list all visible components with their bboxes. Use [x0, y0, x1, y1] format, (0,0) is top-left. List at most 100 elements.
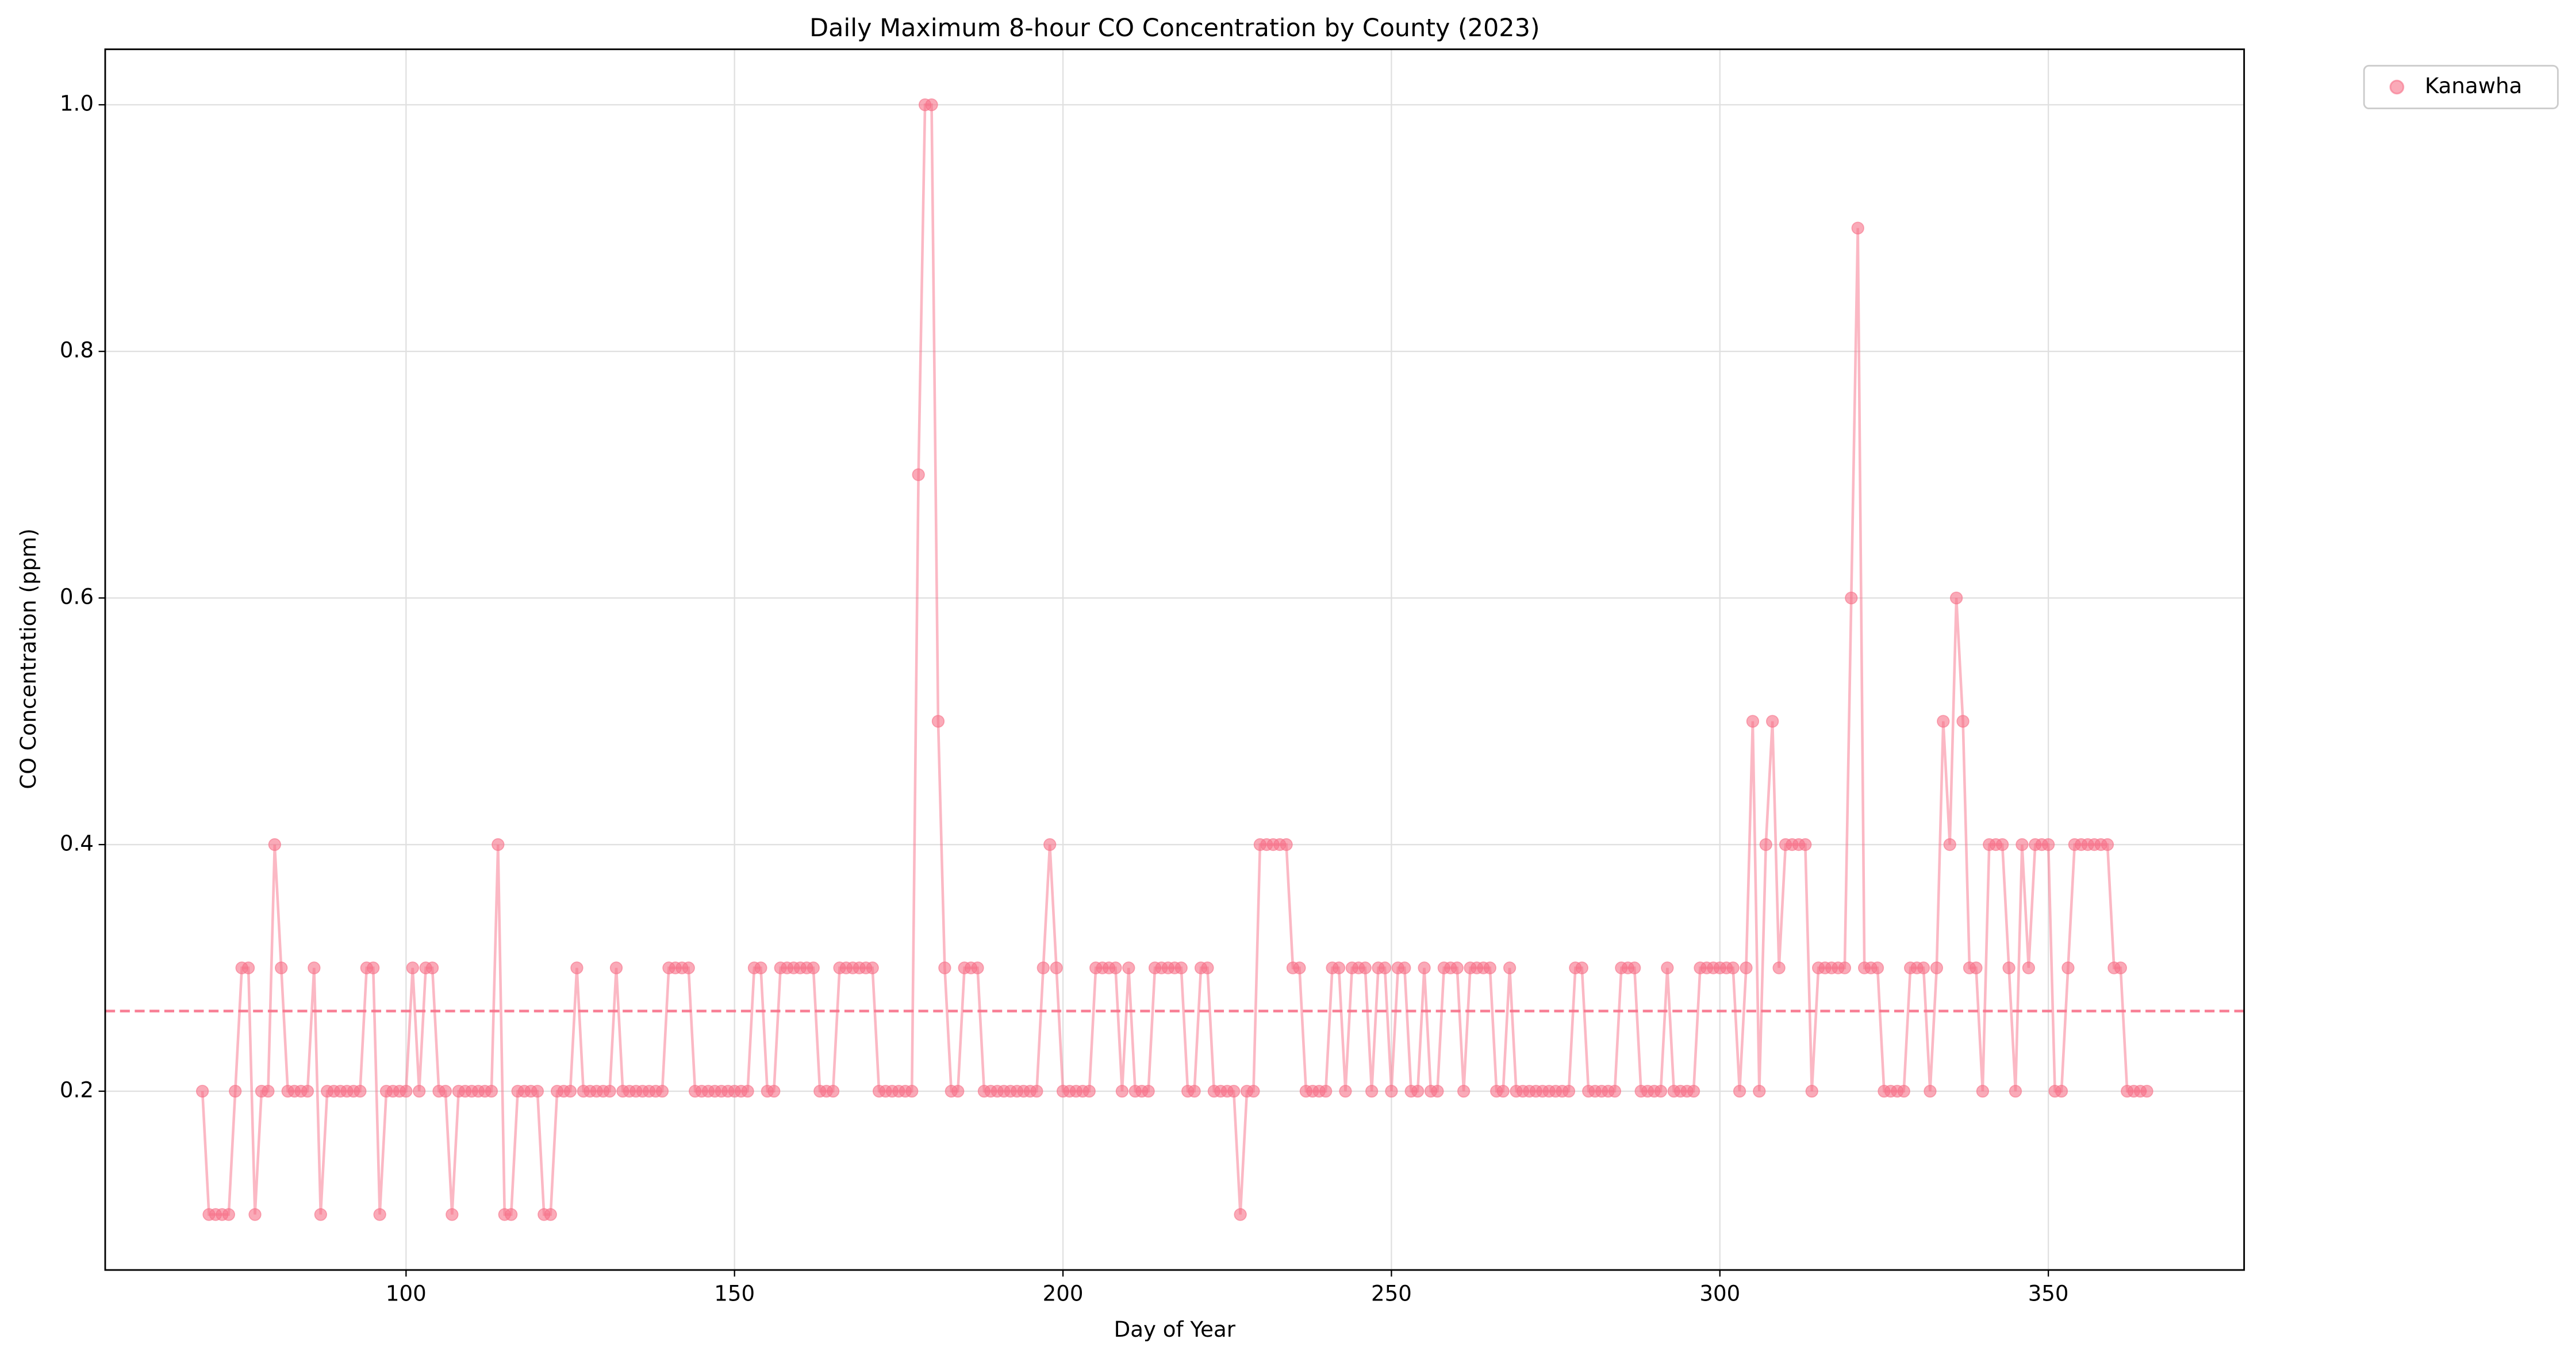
data-point [1280, 838, 1293, 851]
data-point [1030, 1084, 1043, 1098]
data-point [1937, 715, 1950, 728]
data-point [413, 1084, 426, 1098]
data-point [275, 961, 288, 974]
data-point [446, 1208, 459, 1221]
data-point [2140, 1084, 2153, 1098]
data-point [248, 1208, 262, 1221]
data-point [1082, 1084, 1096, 1098]
data-point [1766, 715, 1779, 728]
data-point [1851, 221, 1864, 235]
y-tick-label: 0.2 [60, 1077, 94, 1102]
data-point [1431, 1084, 1444, 1098]
data-point [1661, 961, 1674, 974]
data-point [229, 1084, 242, 1098]
legend-marker [2389, 79, 2405, 95]
data-point [1759, 838, 1772, 851]
data-point [1332, 961, 1346, 974]
data-point [1930, 961, 1944, 974]
data-point [2041, 838, 2055, 851]
data-point [400, 1084, 413, 1098]
data-point [1733, 1084, 1746, 1098]
data-point [425, 961, 439, 974]
data-point [1457, 1084, 1471, 1098]
data-point [262, 1084, 275, 1098]
data-point [1575, 961, 1588, 974]
data-point [1293, 961, 1306, 974]
data-point [1687, 1084, 1700, 1098]
data-point [1115, 1084, 1129, 1098]
data-point [1950, 591, 1963, 605]
data-point [1805, 1084, 1818, 1098]
data-point [1970, 961, 1983, 974]
data-point [354, 1084, 367, 1098]
data-point [1496, 1084, 1510, 1098]
data-point [1378, 961, 1392, 974]
data-point [741, 1084, 754, 1098]
data-point [807, 961, 820, 974]
data-point [1753, 1084, 1766, 1098]
data-point [301, 1084, 314, 1098]
data-point [1365, 1084, 1379, 1098]
data-point [912, 468, 925, 481]
data-point [222, 1208, 235, 1221]
data-point [1398, 961, 1411, 974]
data-point [905, 1084, 919, 1098]
y-tick-label: 0.8 [60, 338, 94, 363]
data-point [1036, 961, 1050, 974]
data-point [1628, 961, 1641, 974]
data-point [1050, 961, 1063, 974]
data-point [1772, 961, 1786, 974]
data-point [1608, 1084, 1622, 1098]
data-point [655, 1084, 669, 1098]
data-point [1845, 591, 1858, 605]
legend-box [2363, 64, 2559, 110]
data-point [754, 961, 767, 974]
data-point [1247, 1084, 1260, 1098]
x-axis-label: Day of Year [1114, 1317, 1236, 1342]
data-point [1418, 961, 1431, 974]
data-point [505, 1208, 518, 1221]
data-point [1943, 838, 1956, 851]
data-point [925, 98, 938, 112]
data-point [1740, 961, 1753, 974]
data-point [268, 838, 281, 851]
data-point [1234, 1208, 1247, 1221]
data-point [406, 961, 419, 974]
data-point [1043, 838, 1057, 851]
data-point [951, 1084, 965, 1098]
legend-label: Kanawha [2425, 74, 2522, 98]
y-tick-label: 0.6 [60, 585, 94, 609]
data-point [826, 1084, 840, 1098]
data-point [1976, 1084, 1990, 1098]
data-point [1654, 1084, 1668, 1098]
data-point [971, 961, 984, 974]
data-point [1995, 838, 2009, 851]
data-point [609, 961, 623, 974]
data-point [1483, 961, 1496, 974]
data-point [1385, 1084, 1398, 1098]
x-tick-label: 300 [1699, 1281, 1740, 1306]
data-point [1411, 1084, 1425, 1098]
data-point [1503, 961, 1517, 974]
data-point [1897, 1084, 1910, 1098]
data-point [195, 1084, 209, 1098]
data-point [1319, 1084, 1333, 1098]
data-point [373, 1208, 386, 1221]
data-point [1746, 715, 1760, 728]
x-tick-label: 150 [714, 1281, 755, 1306]
y-tick-label: 0.4 [60, 831, 94, 856]
data-point [866, 961, 879, 974]
data-point [2055, 1084, 2068, 1098]
data-point [682, 961, 695, 974]
x-tick-label: 350 [2028, 1281, 2069, 1306]
data-point [314, 1208, 327, 1221]
data-point [767, 1084, 781, 1098]
data-point [570, 961, 583, 974]
data-point [1956, 715, 1970, 728]
data-point [485, 1084, 498, 1098]
data-point [439, 1084, 452, 1098]
chart-title: Daily Maximum 8-hour CO Concentration by… [809, 14, 1540, 43]
